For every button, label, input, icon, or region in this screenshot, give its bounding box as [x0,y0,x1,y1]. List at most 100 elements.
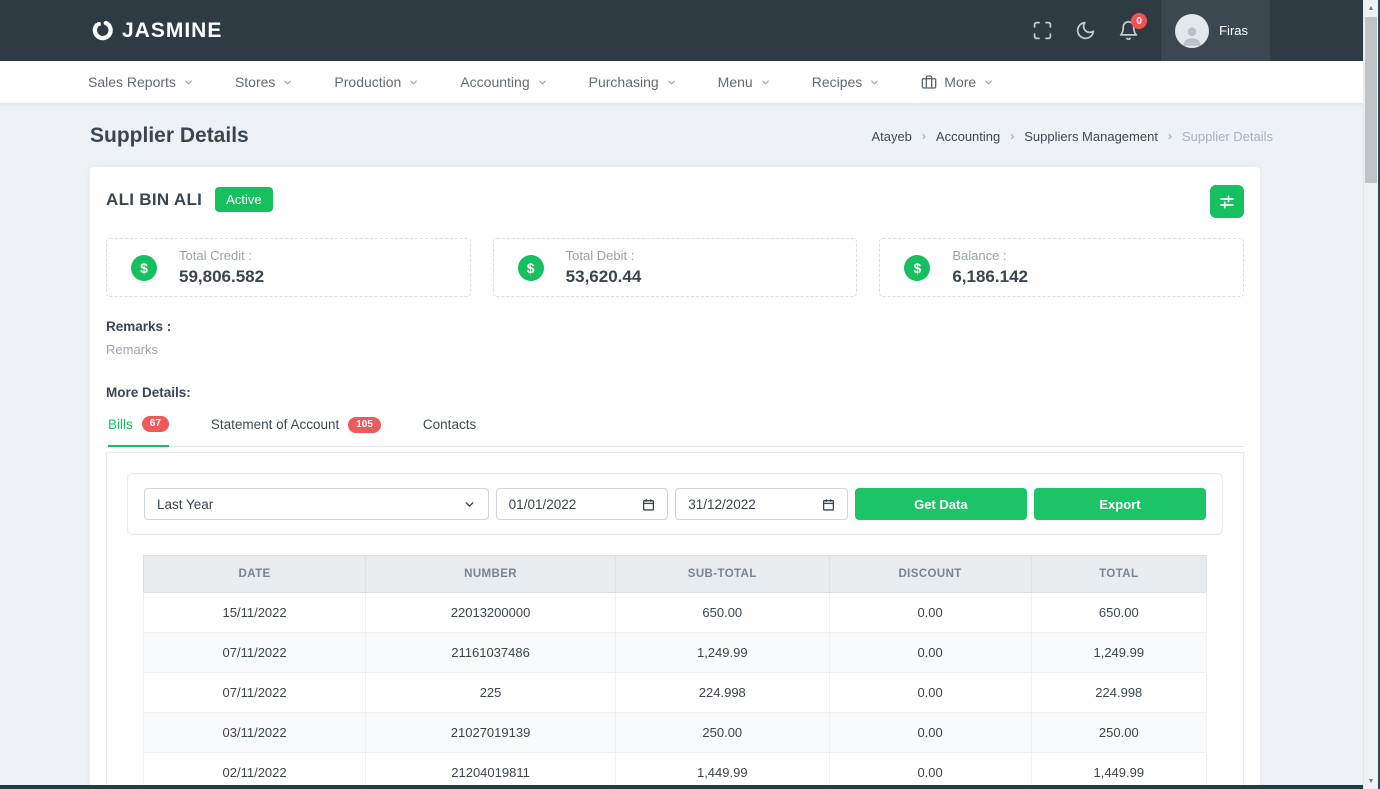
date-from-input[interactable]: 01/01/2022 [496,488,669,520]
app-logo[interactable]: JASMINE [90,19,222,43]
breadcrumb-item-suppliers-management[interactable]: Suppliers Management [1024,129,1158,144]
chevron-down-icon [463,498,476,511]
user-name: Firas [1219,23,1248,38]
table-row: 07/11/2022 225 224.998 0.00 224.998 [144,673,1207,713]
period-select-value: Last Year [157,497,213,512]
cell-total: 224.998 [1031,673,1206,713]
breadcrumb-separator-icon: › [922,129,926,143]
chevron-down-icon [983,77,994,88]
cell-date: 02/11/2022 [144,753,366,789]
cell-subtotal: 224.998 [615,673,829,713]
bills-table: DATE NUMBER SUB-TOTAL DISCOUNT TOTAL 15/… [143,555,1207,789]
briefcase-icon [921,74,937,90]
date-to-value: 31/12/2022 [688,497,756,512]
title-row: Supplier Details Atayeb › Accounting › S… [90,119,1273,153]
tab-statement-of-account[interactable]: Statement of Account 105 [211,416,381,446]
tab-label: Bills [108,417,133,432]
table-header-row: DATE NUMBER SUB-TOTAL DISCOUNT TOTAL [144,556,1207,593]
fullscreen-icon[interactable] [1032,20,1053,41]
date-to-input[interactable]: 31/12/2022 [675,488,848,520]
nav-label: Menu [718,74,753,90]
tab-label: Contacts [423,417,476,432]
nav-label: Accounting [460,74,529,90]
table-row: 15/11/2022 22013200000 650.00 0.00 650.0… [144,593,1207,633]
breadcrumb-item-atayeb[interactable]: Atayeb [871,129,911,144]
cell-subtotal: 250.00 [615,713,829,753]
nav-item-recipes[interactable]: Recipes [812,74,881,90]
chevron-down-icon [537,77,548,88]
tab-label: Statement of Account [211,417,339,432]
notification-count-badge: 0 [1131,13,1147,29]
user-menu[interactable]: Firas [1161,0,1270,61]
cell-total: 1,249.99 [1031,633,1206,673]
nav-item-menu[interactable]: Menu [718,74,771,90]
cell-total: 250.00 [1031,713,1206,753]
filter-settings-button[interactable] [1210,185,1244,218]
scroll-down-arrow-icon[interactable]: ▼ [1364,773,1378,789]
stat-value: 59,806.582 [179,267,264,287]
cell-discount: 0.00 [829,633,1031,673]
cell-subtotal: 650.00 [615,593,829,633]
cell-discount: 0.00 [829,593,1031,633]
cell-date: 03/11/2022 [144,713,366,753]
dark-mode-moon-icon[interactable] [1075,20,1096,41]
supplier-name: ALI BIN ALI [106,190,202,210]
get-data-button[interactable]: Get Data [855,488,1027,520]
details-tabs: Bills 67 Statement of Account 105 Contac… [106,416,1244,447]
tab-bills[interactable]: Bills 67 [108,416,169,447]
remarks-value: Remarks [106,342,1244,357]
chevron-down-icon [183,77,194,88]
table-row: 07/11/2022 21161037486 1,249.99 0.00 1,2… [144,633,1207,673]
stat-label: Total Debit : [566,248,642,263]
cell-number: 225 [366,673,616,713]
cell-subtotal: 1,249.99 [615,633,829,673]
breadcrumb-item-accounting[interactable]: Accounting [936,129,1000,144]
notifications-bell-icon[interactable]: 0 [1118,20,1139,41]
avatar [1175,14,1209,48]
export-button[interactable]: Export [1034,488,1206,520]
stat-value: 6,186.142 [952,267,1028,287]
nav-item-sales-reports[interactable]: Sales Reports [88,74,194,90]
date-from-value: 01/01/2022 [509,497,577,512]
chevron-down-icon [282,77,293,88]
cell-number: 22013200000 [366,593,616,633]
stat-total-debit: $ Total Debit : 53,620.44 [493,238,858,297]
chevron-down-icon [760,77,771,88]
column-header-subtotal: SUB-TOTAL [615,556,829,593]
tab-contacts[interactable]: Contacts [423,416,476,446]
cell-total: 650.00 [1031,593,1206,633]
cell-number: 21204019811 [366,753,616,789]
nav-label: Sales Reports [88,74,176,90]
nav-item-purchasing[interactable]: Purchasing [589,74,677,90]
breadcrumb-item-supplier-details: Supplier Details [1182,129,1273,144]
nav-item-accounting[interactable]: Accounting [460,74,547,90]
cell-discount: 0.00 [829,753,1031,789]
page-content: Supplier Details Atayeb › Accounting › S… [90,119,1273,789]
header-actions: 0 Firas [1032,0,1270,61]
calendar-icon [642,498,655,511]
main-nav: Sales Reports Stores Production Accounti… [0,61,1363,103]
breadcrumb-separator-icon: › [1168,129,1172,143]
nav-item-stores[interactable]: Stores [235,74,293,90]
nav-label: Stores [235,74,275,90]
cell-discount: 0.00 [829,713,1031,753]
stat-label: Balance : [952,248,1028,263]
scroll-up-arrow-icon[interactable]: ▲ [1364,0,1378,16]
supplier-header: ALI BIN ALI Active [106,187,1244,212]
chevron-down-icon [869,77,880,88]
horizontal-scrollbar[interactable] [0,785,1363,789]
nav-item-more[interactable]: More [921,74,994,90]
stat-label: Total Credit : [179,248,264,263]
vertical-scrollbar[interactable]: ▲ ▼ [1363,0,1378,789]
cell-date: 07/11/2022 [144,633,366,673]
cell-number: 21161037486 [366,633,616,673]
sliders-icon [1218,193,1236,211]
period-select[interactable]: Last Year [144,488,489,520]
column-header-number: NUMBER [366,556,616,593]
page-title: Supplier Details [90,124,249,148]
bills-tab-panel: Last Year 01/01/2022 31/12/2022 [106,452,1244,789]
tab-count-badge: 105 [348,417,381,433]
dollar-icon: $ [904,255,930,281]
nav-item-production[interactable]: Production [334,74,419,90]
scrollbar-thumb[interactable] [1365,17,1377,183]
